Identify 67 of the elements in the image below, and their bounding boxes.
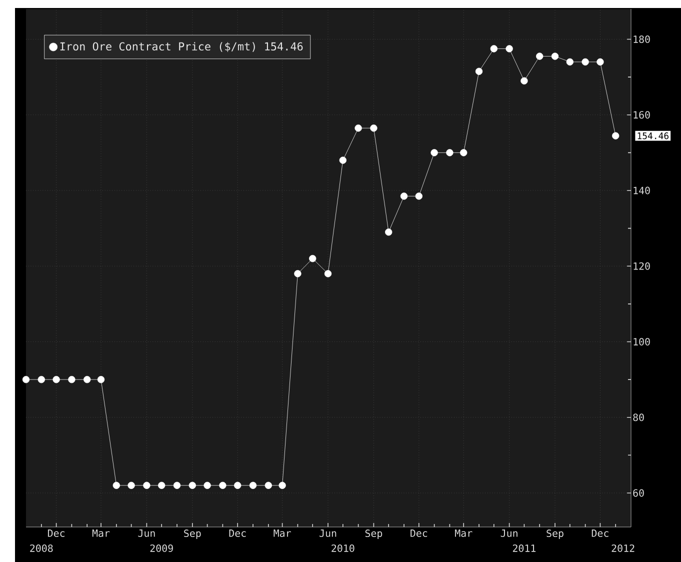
point xyxy=(173,482,181,489)
point xyxy=(249,482,257,489)
point xyxy=(234,482,242,489)
point xyxy=(430,149,438,156)
annotation: 154.46 xyxy=(638,132,669,140)
x-tick-label: Sep xyxy=(546,530,564,539)
point xyxy=(566,58,574,66)
point xyxy=(370,124,378,132)
point xyxy=(219,482,226,489)
point xyxy=(536,52,544,60)
point xyxy=(143,482,150,489)
y-tick-label: 100 xyxy=(634,338,650,346)
point xyxy=(84,376,91,384)
y-tick-label: 160 xyxy=(634,111,650,119)
point xyxy=(582,58,589,66)
point xyxy=(520,77,528,84)
point xyxy=(158,482,166,489)
x2-tick-label: 2011 xyxy=(512,544,536,552)
point xyxy=(596,58,604,66)
y-tick-label: 80 xyxy=(633,414,644,422)
x-tick-label: Jun xyxy=(320,530,336,537)
x-tick-label: Dec xyxy=(48,530,64,537)
point xyxy=(400,192,408,200)
x-tick-label: Mar xyxy=(274,530,291,537)
y-tick-label: 180 xyxy=(634,35,650,44)
point xyxy=(188,482,196,489)
point xyxy=(324,270,332,278)
x2-tick-label: 2010 xyxy=(332,544,354,552)
y-tick-label: 140 xyxy=(634,186,650,194)
point xyxy=(490,45,498,52)
point xyxy=(278,482,286,489)
x-tick-label: Jun xyxy=(138,530,155,537)
point xyxy=(415,192,422,200)
x2-tick-label: 2008 xyxy=(30,544,53,552)
x-tick-label: Dec xyxy=(410,530,428,537)
x-tick-label: Dec xyxy=(592,530,608,537)
point xyxy=(112,482,120,489)
point xyxy=(506,45,513,52)
point xyxy=(339,156,346,164)
point xyxy=(204,482,211,489)
y-tick-label: 60 xyxy=(633,489,644,497)
point xyxy=(612,132,620,140)
x-tick-label: Mar xyxy=(455,530,472,537)
point xyxy=(38,376,45,384)
point xyxy=(68,376,76,384)
point xyxy=(446,149,454,156)
point xyxy=(475,68,483,75)
x-tick-label: Sep xyxy=(184,530,201,539)
point xyxy=(460,149,468,156)
point xyxy=(128,482,135,489)
point xyxy=(264,482,272,489)
x-tick-label: Jun xyxy=(500,530,518,537)
y-tick-label: 120 xyxy=(634,262,650,270)
point xyxy=(354,124,362,132)
x-tick-label: Mar xyxy=(92,530,110,537)
legend-label: Iron Ore Contract Price ($/mt) 154.46 xyxy=(60,42,303,52)
x2-tick-label: 2012 xyxy=(612,544,634,552)
point xyxy=(385,228,392,236)
point xyxy=(309,254,316,262)
point xyxy=(22,376,30,384)
x-tick-label: Dec xyxy=(229,530,246,537)
point xyxy=(52,376,60,384)
x-tick-label: Sep xyxy=(365,530,382,539)
x2-tick-label: 2009 xyxy=(150,544,173,552)
point xyxy=(294,270,302,278)
point xyxy=(97,376,105,384)
point xyxy=(551,52,559,60)
